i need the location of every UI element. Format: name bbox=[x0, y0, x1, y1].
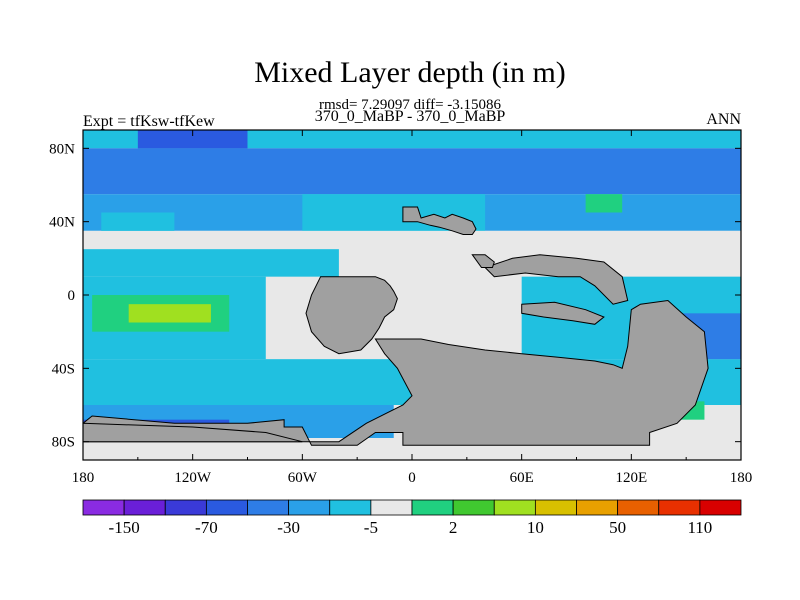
field-band-2 bbox=[137, 130, 248, 149]
colorbar-label-1: -70 bbox=[195, 518, 218, 537]
x-tick-label-3: 0 bbox=[408, 470, 416, 486]
colorbar-label-6: 50 bbox=[609, 518, 626, 537]
colorbar-swatch-2 bbox=[164, 499, 207, 516]
x-tick-label-4: 60E bbox=[510, 470, 534, 486]
colorbar-swatch-3 bbox=[205, 499, 248, 516]
colorbar: -150 -70 -30 -5 2 10 50 110 bbox=[82, 499, 742, 537]
x-tick-label-5: 120E bbox=[615, 470, 647, 486]
left-label: Expt = tfKsw-tfKew bbox=[83, 113, 215, 130]
y-tick-label-1: 40N bbox=[49, 215, 75, 231]
colorbar-swatch-0 bbox=[82, 499, 125, 516]
colorbar-label-2: -30 bbox=[277, 518, 300, 537]
colorbar-swatch-13 bbox=[617, 499, 660, 516]
land-mass-5 bbox=[521, 301, 605, 325]
colorbar-label-7: 110 bbox=[687, 518, 712, 537]
y-tick-label-2: 0 bbox=[68, 288, 76, 304]
colorbar-swatch-14 bbox=[658, 499, 701, 516]
colorbar-swatch-11 bbox=[534, 499, 577, 516]
colorbar-swatch-15 bbox=[699, 499, 742, 516]
colorbar-label-3: -5 bbox=[364, 518, 378, 537]
x-tick-label-6: 180 bbox=[730, 470, 753, 486]
land-mass-4 bbox=[83, 422, 303, 443]
colorbar-swatch-6 bbox=[329, 499, 372, 516]
colorbar-swatch-9 bbox=[452, 499, 495, 516]
stats-line: rmsd= 7.29097 diff= -3.15086 bbox=[319, 97, 502, 113]
x-tick-label-0: 180 bbox=[72, 470, 95, 486]
y-tick-label-4: 80S bbox=[52, 435, 75, 451]
y-axis: 80N 40N 0 40S 80S bbox=[49, 141, 741, 451]
colorbar-swatch-1 bbox=[123, 499, 166, 516]
field-band-7 bbox=[83, 249, 339, 277]
x-tick-label-1: 120W bbox=[174, 470, 212, 486]
colorbar-label-0: -150 bbox=[109, 518, 140, 537]
land-mass-3 bbox=[484, 254, 629, 305]
field-band-1 bbox=[83, 148, 741, 195]
colorbar-swatch-7 bbox=[370, 499, 413, 516]
colorbar-label-4: 2 bbox=[449, 518, 458, 537]
right-label: ANN bbox=[706, 111, 741, 128]
colorbar-swatch-8 bbox=[411, 499, 454, 516]
x-tick-label-2: 60W bbox=[288, 470, 318, 486]
chart-title: Mixed Layer depth (in m) bbox=[254, 56, 566, 89]
field-band-10 bbox=[128, 304, 211, 323]
field-band-13 bbox=[585, 194, 623, 213]
land-mass-0 bbox=[402, 206, 477, 235]
colorbar-label-5: 10 bbox=[527, 518, 544, 537]
land-layer bbox=[83, 206, 709, 446]
land-mass-6 bbox=[471, 254, 495, 268]
y-tick-label-0: 80N bbox=[49, 141, 75, 157]
colorbar-swatch-4 bbox=[247, 499, 290, 516]
x-axis: 180 120W 60W 0 60E 120E 180 bbox=[72, 130, 753, 486]
y-tick-label-3: 40S bbox=[52, 361, 75, 377]
land-mass-1 bbox=[305, 276, 398, 355]
chart-subtitle: 370_0_MaBP - 370_0_MaBP bbox=[315, 108, 506, 125]
colorbar-swatch-12 bbox=[576, 499, 619, 516]
field-band-6 bbox=[101, 212, 175, 231]
colorbar-swatch-5 bbox=[288, 499, 331, 516]
colorbar-swatch-10 bbox=[493, 499, 536, 516]
plot-area bbox=[83, 130, 741, 460]
